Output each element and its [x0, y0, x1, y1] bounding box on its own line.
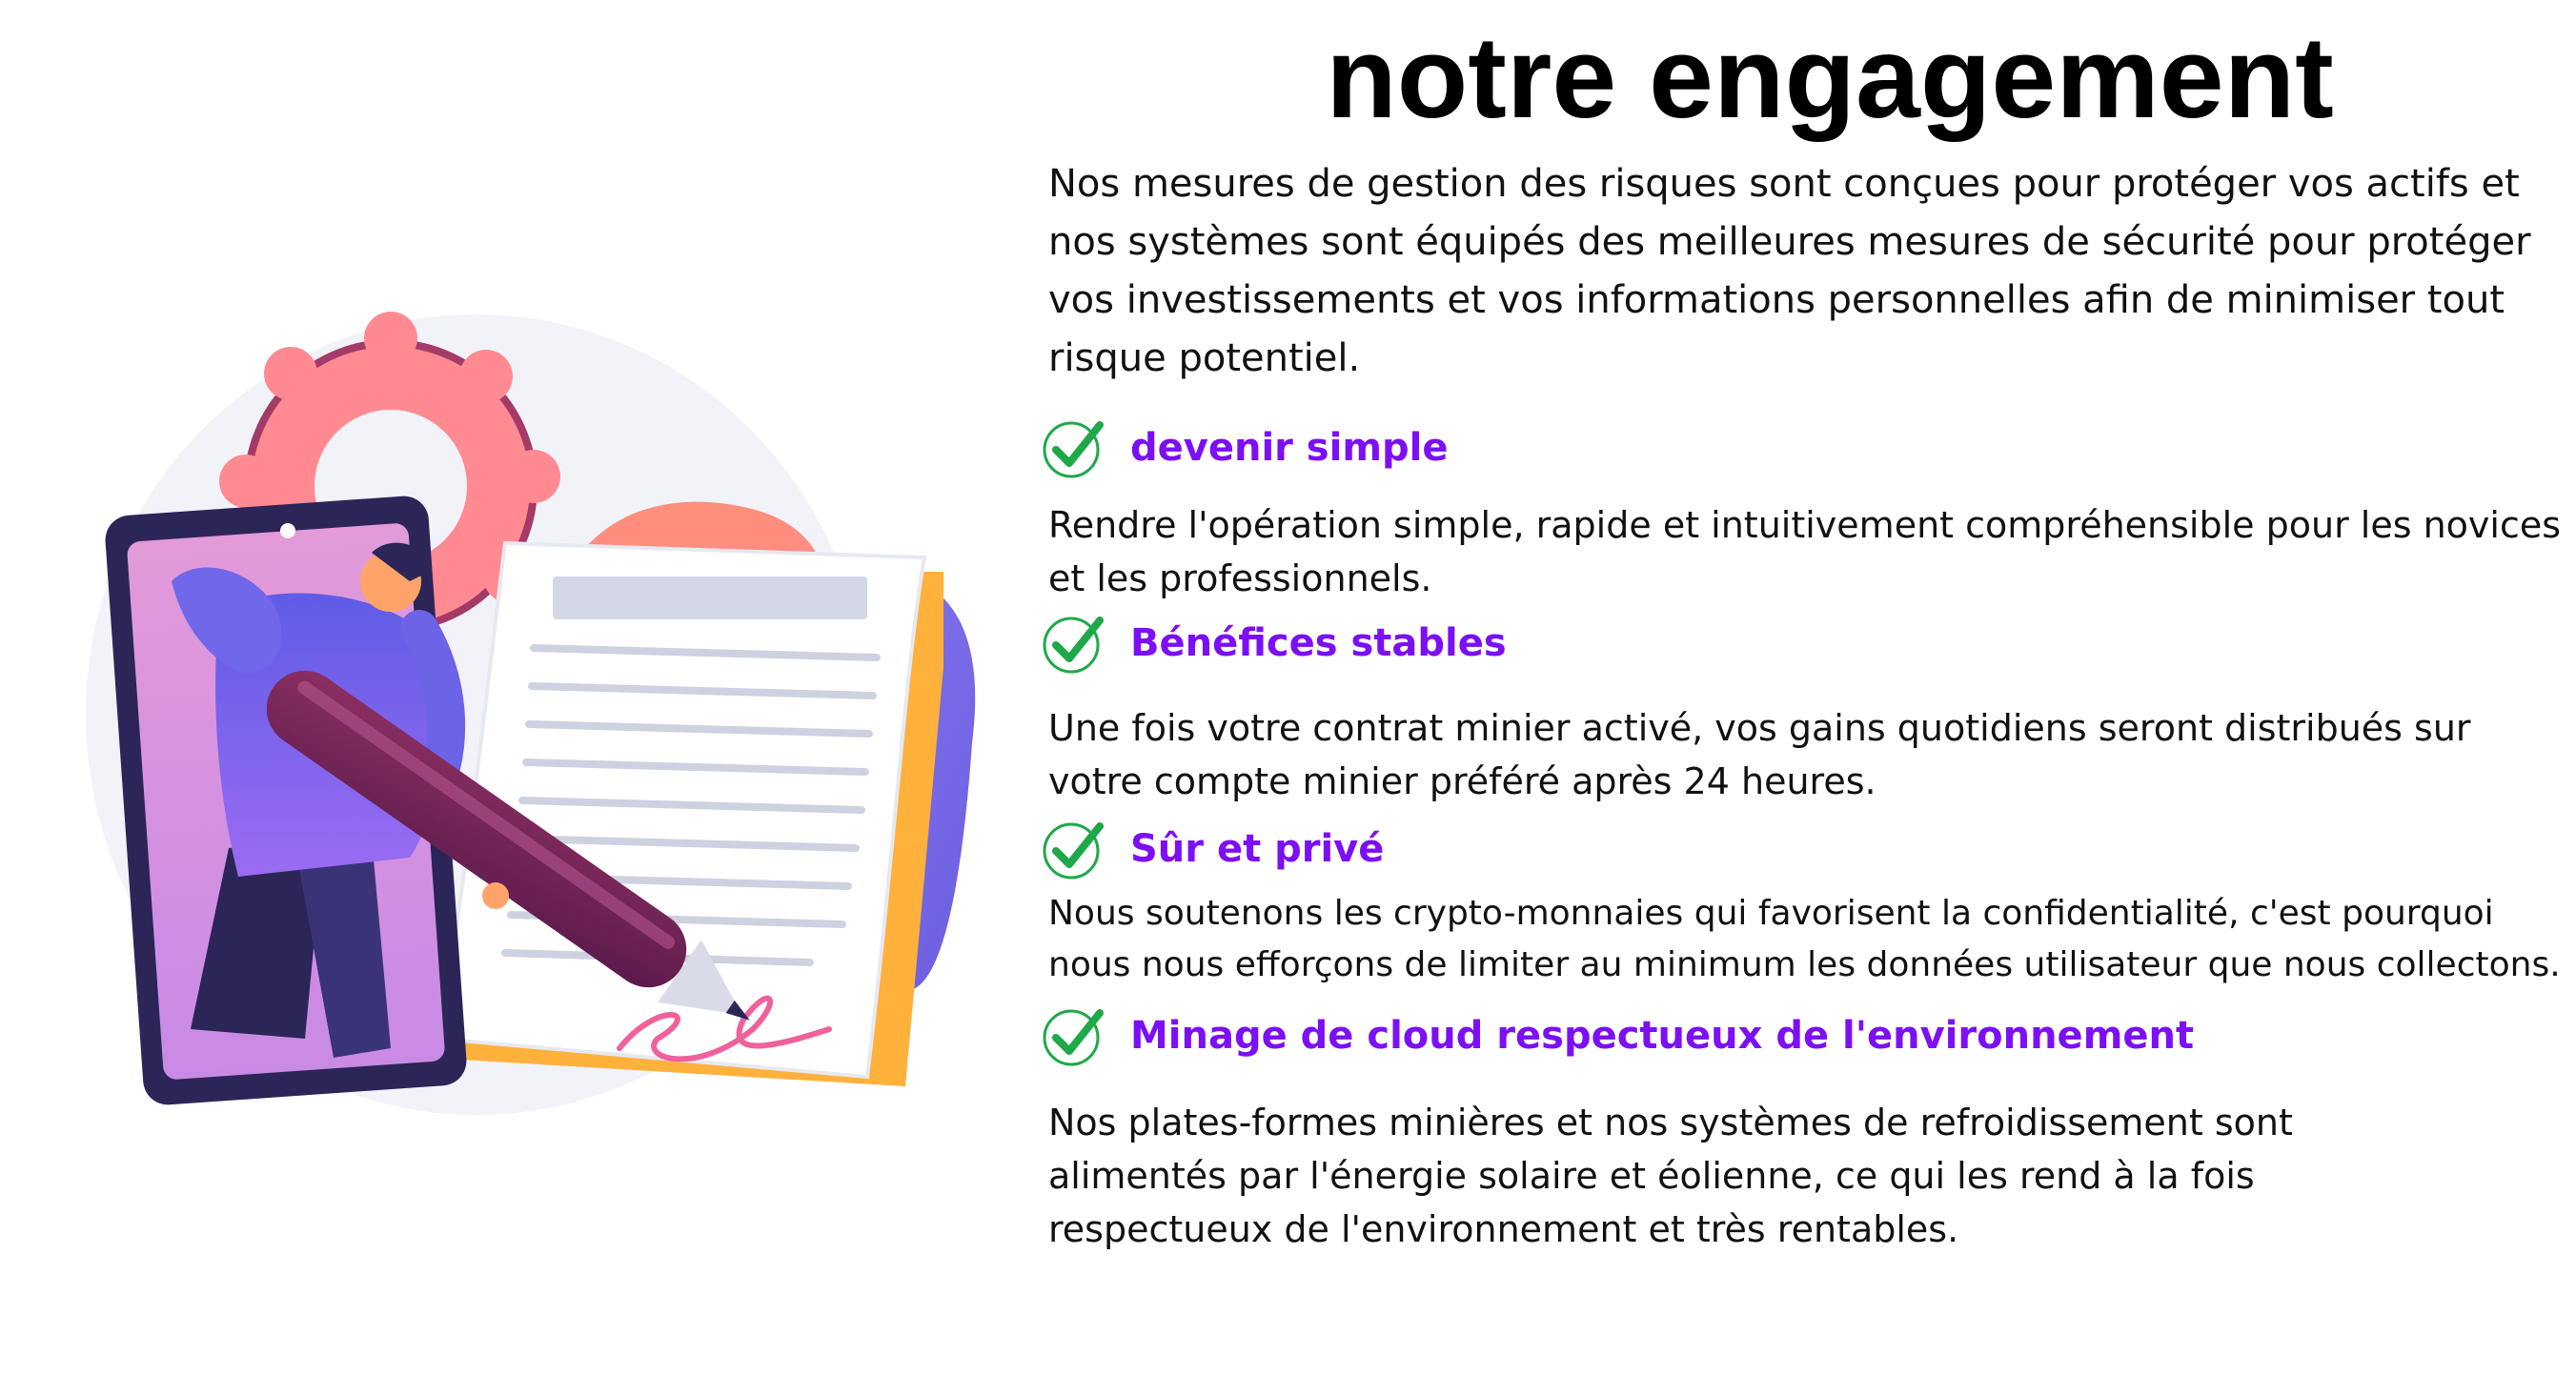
check-circle-icon [1043, 822, 1104, 880]
check-circle-icon [1043, 421, 1104, 478]
check-circle-icon [1043, 617, 1104, 674]
feature-heading-safe-private: Sûr et privé [1041, 813, 1384, 885]
check-circle-icon [1043, 1009, 1104, 1066]
feature-title: Sûr et privé [1130, 827, 1385, 871]
feature-title: devenir simple [1130, 426, 1449, 470]
feature-heading-stable-profits: Bénéfices stables [1041, 607, 1507, 679]
intro-paragraph: Nos mesures de gestion des risques sont … [1048, 162, 2531, 380]
signing-contract-illustration [86, 312, 976, 1115]
feature-description: Une fois votre contrat minier activé, vo… [1048, 707, 2471, 802]
feature-heading-simple: devenir simple [1041, 412, 1448, 484]
feature-title: Bénéfices stables [1130, 621, 1507, 665]
feature-title: Minage de cloud respectueux de l'environ… [1130, 1014, 2195, 1058]
feature-description: Nos plates-formes minières et nos systèm… [1048, 1102, 2293, 1250]
page-title: notre engagement [1326, 12, 2334, 142]
feature-description: Rendre l'opération simple, rapide et int… [1048, 504, 2562, 599]
feature-heading-eco-cloud-mining: Minage de cloud respectueux de l'environ… [1041, 1000, 2194, 1072]
feature-description: Nous soutenons les crypto-monnaies qui f… [1048, 894, 2561, 984]
